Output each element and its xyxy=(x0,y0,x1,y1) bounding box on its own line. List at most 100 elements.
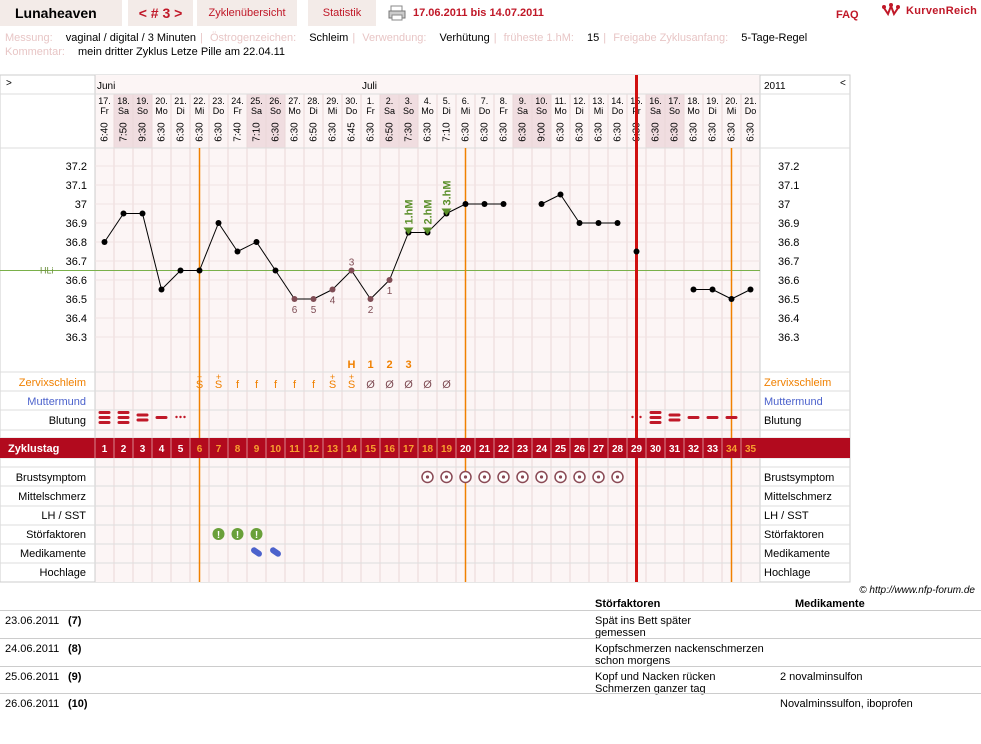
measure-time: 6:45 xyxy=(347,122,358,142)
curve-segment xyxy=(256,241,276,271)
breast-symptom-dot xyxy=(444,475,449,479)
breast-symptom-dot xyxy=(577,475,582,479)
cervix-symbol: S xyxy=(196,379,203,391)
temperature-point xyxy=(709,286,716,293)
temperature-point xyxy=(747,286,754,293)
breast-symptom-dot xyxy=(615,475,620,479)
cervix-symbol: f xyxy=(255,379,259,391)
peak-label: 3 xyxy=(405,359,411,371)
measure-time: 6:30 xyxy=(708,122,719,142)
weekend-shade xyxy=(665,94,684,148)
weekday: Di xyxy=(708,106,717,116)
measure-label: Messung: xyxy=(5,32,53,44)
hm-marker-icon xyxy=(441,208,452,216)
measure-time: 6:30 xyxy=(214,122,225,142)
measure-time: 6:40 xyxy=(100,122,111,142)
day-number: 13. xyxy=(592,96,605,106)
temperature-point xyxy=(462,201,469,207)
hm-marker-icon xyxy=(403,227,414,235)
bleeding-mark xyxy=(668,413,681,417)
cycle-day-number: 30 xyxy=(650,444,662,455)
row-label-left: Hochlage xyxy=(40,567,86,579)
curve-segment xyxy=(332,270,352,290)
cycle-nav[interactable]: < # 3 > xyxy=(128,0,193,26)
weekday: So xyxy=(403,106,414,116)
print-icon[interactable] xyxy=(388,5,406,21)
row-label-left: Medikamente xyxy=(20,548,86,560)
cycle-day-number: 21 xyxy=(479,444,491,455)
measure-time: 6:30 xyxy=(423,122,434,142)
measure-time: 6:30 xyxy=(176,122,187,142)
measure-time: 6:30 xyxy=(195,122,206,142)
logo-text: KurvenReich xyxy=(906,5,978,17)
hli-label: HLi xyxy=(40,266,54,276)
weekday: Do xyxy=(479,106,491,116)
day-number: 14. xyxy=(611,96,624,106)
measure-time: 6:30 xyxy=(594,122,605,142)
low-count-label: 4 xyxy=(330,296,336,307)
cycle-day-number: 12 xyxy=(308,444,320,455)
weekday: Sa xyxy=(517,106,528,116)
weekday: Do xyxy=(346,106,358,116)
cycle-day-number: 22 xyxy=(498,444,510,455)
cycle-day-number: 13 xyxy=(327,444,339,455)
weekday: Mi xyxy=(195,106,205,116)
note-cycle-day: (9) xyxy=(68,671,82,683)
bleeding-dot xyxy=(631,415,634,419)
temperature-point xyxy=(215,220,222,226)
note-medication: 2 novalminsulfon xyxy=(780,671,863,683)
faq-link[interactable]: FAQ xyxy=(836,9,859,21)
temperature-point xyxy=(576,220,583,226)
weekday: Mi xyxy=(461,106,471,116)
temperature-point xyxy=(386,277,393,283)
cycle-day-number: 19 xyxy=(441,444,453,455)
curve-segment xyxy=(351,270,371,300)
cycle-day-number: 3 xyxy=(140,444,146,455)
cervix-symbol: Ø xyxy=(385,379,394,391)
y-tick-right: 36.5 xyxy=(778,294,799,306)
username-tab: Lunaheaven xyxy=(0,0,122,26)
measure-time: 6:30 xyxy=(746,122,757,142)
peak-label: H xyxy=(348,359,356,371)
measure-time: 6:30 xyxy=(613,122,624,142)
cycle-day-number: 35 xyxy=(745,444,757,455)
day-number: 29. xyxy=(326,96,339,106)
temperature-point xyxy=(310,296,317,302)
weekday: Sa xyxy=(650,106,661,116)
disturbance-icon xyxy=(231,528,244,540)
row-label-right: Muttermund xyxy=(764,396,823,408)
bleeding-mark xyxy=(117,421,130,424)
weekend-shade xyxy=(380,94,399,148)
temperature-point xyxy=(367,296,374,302)
cervix-symbol: Ø xyxy=(366,379,375,391)
day-number: 20. xyxy=(725,96,738,106)
bleeding-mark xyxy=(706,416,719,419)
cycle-day-number: 25 xyxy=(555,444,567,455)
bleeding-mark xyxy=(725,416,738,419)
breast-symptom-dot xyxy=(501,475,506,479)
day-number: 21. xyxy=(174,96,187,106)
measure-time: 7:10 xyxy=(442,122,453,142)
measure-time: 6:30 xyxy=(670,122,681,142)
cycle-day-number: 9 xyxy=(254,444,260,455)
note-medication: Novalminssulfon, iboprofen xyxy=(780,698,913,710)
weekday: Mo xyxy=(554,106,567,116)
cervix-symbol: S xyxy=(348,379,355,391)
weekday: Sa xyxy=(384,106,395,116)
bleeding-dot xyxy=(175,415,178,419)
temperature-point xyxy=(500,201,507,207)
tab-statistics[interactable]: Statistik xyxy=(308,0,376,26)
y-tick-left: 36.9 xyxy=(66,218,87,230)
tab-cycle-overview[interactable]: Zyklenübersicht xyxy=(197,0,297,26)
pill-icon xyxy=(270,547,281,557)
note-cycle-day: (10) xyxy=(68,698,88,710)
measure-time: 6:30 xyxy=(461,122,472,142)
cycle-day-number: 7 xyxy=(216,444,222,455)
temperature-point xyxy=(481,201,488,207)
notes-header-medi: Medikamente xyxy=(795,598,865,610)
temperature-point xyxy=(633,248,640,255)
weekday: Di xyxy=(575,106,584,116)
temperature-point xyxy=(177,267,184,274)
y-tick-right: 36.6 xyxy=(778,275,799,287)
measure-time: 6:30 xyxy=(328,122,339,142)
